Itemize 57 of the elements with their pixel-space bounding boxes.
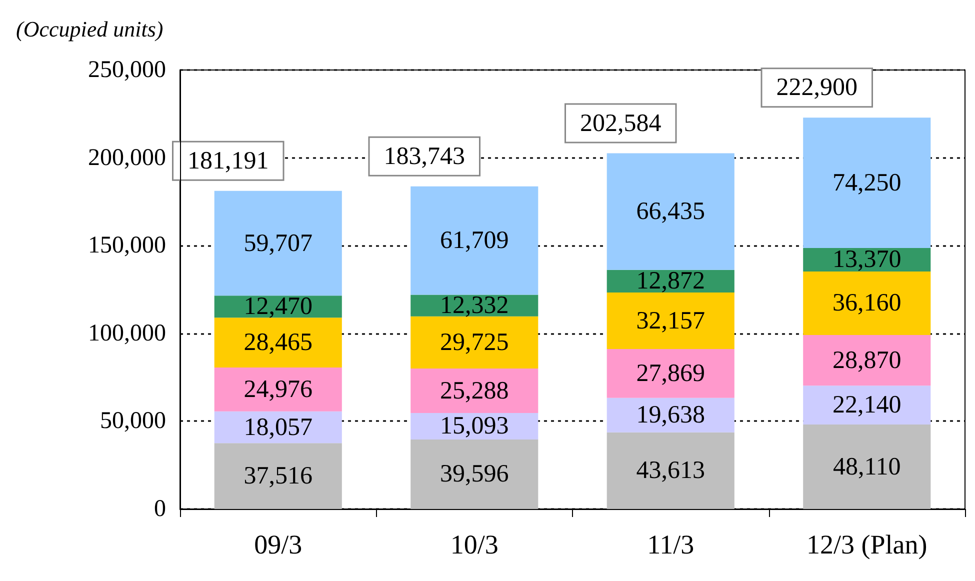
data-label: 61,709	[440, 227, 509, 254]
y-axis-title: (Occupied units)	[16, 16, 164, 42]
total-label: 181,191	[188, 147, 269, 174]
data-label: 74,250	[832, 169, 902, 196]
bar	[803, 424, 931, 509]
data-label: 24,976	[244, 376, 312, 403]
data-label: 27,869	[636, 360, 705, 387]
y-tick-label: 100,000	[88, 320, 166, 346]
bar	[803, 386, 931, 425]
data-label: 59,707	[244, 230, 312, 257]
data-label: 37,516	[244, 462, 312, 490]
x-tick-label: 11/3	[647, 530, 694, 560]
bar	[410, 439, 538, 509]
data-label: 12,332	[440, 292, 509, 320]
bar	[803, 118, 931, 248]
y-tick-label: 0	[154, 496, 166, 522]
bar	[410, 186, 538, 295]
bar	[803, 271, 931, 335]
data-label: 66,435	[636, 198, 705, 226]
bar	[410, 316, 538, 369]
data-label: 39,596	[440, 460, 509, 488]
total-label: 222,900	[776, 74, 858, 102]
x-tick-label: 12/3 (Plan)	[806, 530, 928, 560]
data-label: 13,370	[832, 246, 902, 274]
data-label: 36,160	[832, 290, 902, 317]
data-label: 25,288	[440, 377, 509, 404]
y-tick-label: 50,000	[100, 408, 166, 434]
data-label: 22,140	[832, 392, 902, 419]
data-label: 15,093	[440, 412, 509, 440]
bar	[606, 398, 734, 432]
data-label: 43,613	[636, 457, 705, 484]
data-label: 28,465	[244, 329, 312, 356]
total-label: 183,743	[384, 142, 465, 170]
y-tick-label: 250,000	[88, 57, 166, 83]
bar	[214, 190, 342, 296]
data-label: 32,157	[636, 307, 705, 334]
bar	[214, 368, 342, 412]
bar	[803, 334, 931, 386]
total-label: 202,584	[580, 110, 662, 137]
bar	[606, 432, 734, 509]
data-label: 28,870	[832, 346, 902, 374]
bar	[214, 318, 342, 368]
data-label: 48,110	[832, 453, 901, 480]
bar	[606, 153, 734, 270]
y-tick-label: 150,000	[88, 232, 166, 259]
data-label: 12,470	[244, 293, 312, 320]
bar	[214, 443, 342, 509]
bar	[410, 368, 538, 413]
data-label: 18,057	[244, 414, 312, 441]
bar	[606, 292, 734, 349]
data-label: 12,872	[636, 268, 705, 295]
data-label: 19,638	[636, 402, 705, 429]
bar	[606, 348, 734, 398]
x-tick-label: 10/3	[450, 530, 498, 560]
x-tick-label: 09/3	[254, 530, 302, 560]
data-label: 29,725	[440, 328, 509, 356]
y-tick-label: 200,000	[88, 144, 166, 171]
